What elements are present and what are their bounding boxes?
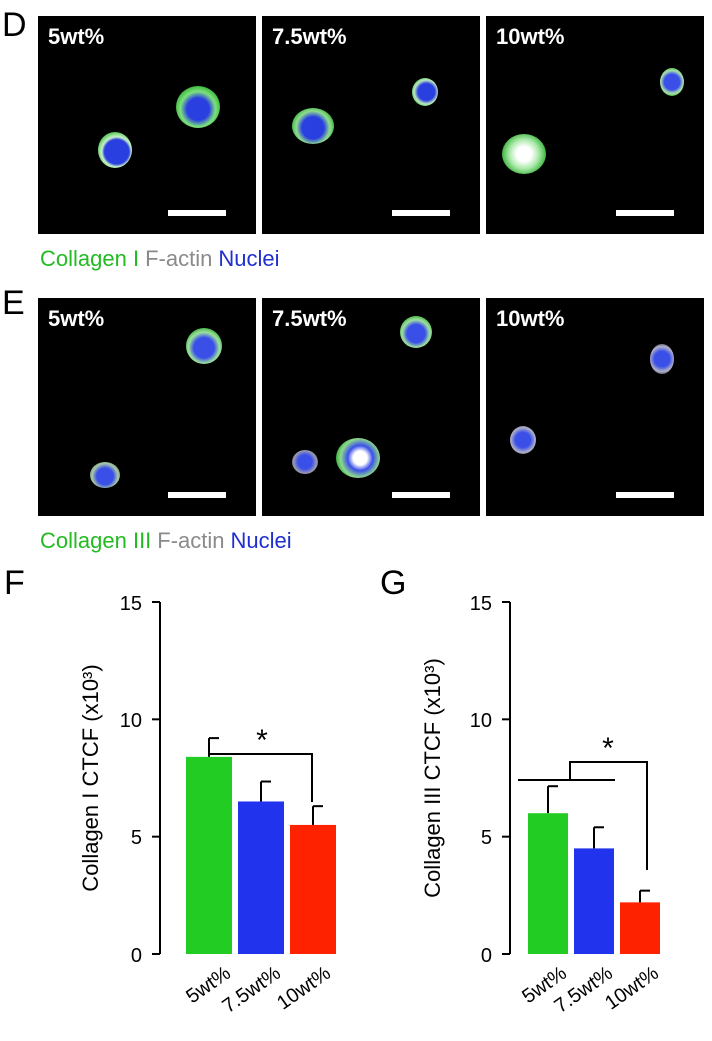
cell: [292, 450, 318, 474]
image-label: 7.5wt%: [272, 306, 347, 331]
cell: [510, 426, 536, 454]
scale-bar: [168, 210, 226, 216]
scale-bar: [392, 210, 450, 216]
significance-bracket: [208, 753, 313, 802]
cell: [336, 438, 380, 478]
bar-5wt: [186, 756, 232, 954]
tick-label-5: 5: [131, 827, 142, 849]
image-label: 5wt%: [48, 24, 105, 49]
cell: [90, 462, 120, 488]
micrograph-e-10wt: 10wt%: [486, 298, 704, 516]
micrograph-d-10wt: 10wt%: [486, 16, 704, 234]
bar-7-5wt: [238, 801, 284, 954]
cell: [98, 132, 132, 168]
bar-7-5wt: [574, 848, 614, 954]
cell: [412, 78, 438, 106]
legend-e: Collagen III F-actin Nuclei: [40, 528, 298, 554]
cell: [660, 68, 684, 96]
scale-bar: [168, 492, 226, 498]
chart-collagen-iii: Collagen III CTCF (x10³) 0 5 10 15 * 5wt…: [420, 593, 663, 1018]
tick-label-5: 5: [481, 827, 492, 849]
bar-10wt: [620, 902, 660, 954]
cell: [176, 86, 220, 128]
image-label: 10wt%: [496, 24, 565, 49]
x-tick-label-10wt: 10wt%: [601, 962, 663, 1015]
legend-collagen-iii: Collagen III: [40, 528, 152, 553]
cell: [650, 344, 674, 374]
significance-star: *: [256, 724, 268, 757]
x-tick-label-10wt: 10wt%: [273, 962, 335, 1015]
tick-label-15: 15: [120, 593, 142, 615]
tick-label-10: 10: [120, 710, 142, 732]
tick-label-10: 10: [470, 710, 492, 732]
image-label: 10wt%: [496, 306, 565, 331]
legend-nuclei: Nuclei: [218, 246, 280, 271]
scale-bar: [392, 492, 450, 498]
significance-star: *: [602, 732, 614, 765]
scale-bar: [616, 492, 674, 498]
panel-letter-f: F: [4, 564, 25, 602]
x-tick-label-7-5wt: 7.5wt%: [219, 962, 286, 1018]
micrograph-e-5wt: 5wt%: [38, 298, 256, 516]
bar-5wt: [528, 813, 568, 954]
tick-label-0: 0: [481, 945, 492, 967]
panel-letter-g: G: [380, 564, 407, 602]
legend-nuclei: Nuclei: [230, 528, 292, 553]
image-label: 5wt%: [48, 306, 105, 331]
legend-f-actin: F-actin: [157, 528, 225, 553]
y-axis-label: Collagen III CTCF (x10³): [420, 658, 445, 898]
scale-bar: [616, 210, 674, 216]
legend-f-actin: F-actin: [145, 246, 213, 271]
legend-collagen-i: Collagen I: [40, 246, 140, 271]
chart-collagen-i: Collagen I CTCF (x10³) 0 5 10 15 * 5wt% …: [78, 593, 336, 1018]
cell: [186, 328, 222, 364]
micrograph-d-5wt: 5wt%: [38, 16, 256, 234]
legend-d: Collagen I F-actin Nuclei: [40, 246, 285, 272]
tick-label-0: 0: [131, 945, 142, 967]
bar-10wt: [290, 824, 336, 954]
panel-letter-e: E: [2, 284, 25, 322]
cell: [292, 108, 334, 144]
panel-letter-d: D: [2, 6, 27, 44]
significance-bracket: [569, 761, 648, 870]
micrograph-e-7-5wt: 7.5wt%: [262, 298, 480, 516]
tick-label-15: 15: [470, 593, 492, 615]
cell: [400, 316, 432, 348]
image-label: 7.5wt%: [272, 24, 347, 49]
micrograph-d-7-5wt: 7.5wt%: [262, 16, 480, 234]
cell: [502, 134, 546, 174]
y-axis-label: Collagen I CTCF (x10³): [78, 664, 103, 891]
